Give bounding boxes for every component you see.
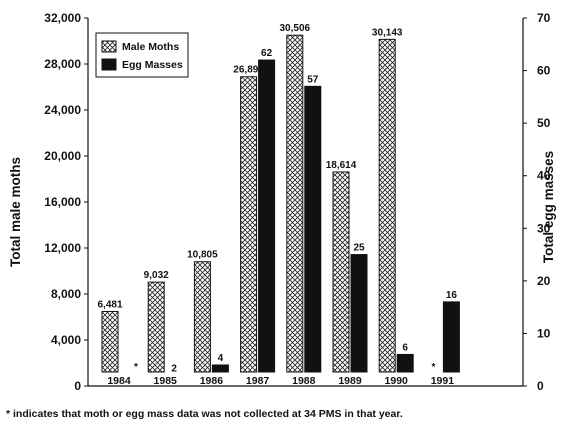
male-moths-bar [193,261,211,373]
male-moths-bar [240,76,258,373]
male-moths-missing-marker: * [431,362,435,373]
left-tick-label: 24,000 [44,103,81,117]
left-tick-label: 4,000 [51,333,81,347]
egg-masses-value-label: 2 [171,363,177,374]
bars [101,34,460,373]
x-tick-label: 1986 [200,375,224,387]
male-moths-bar [378,38,396,373]
x-tick-label: 1987 [246,375,270,387]
right-tick-label: 0 [537,379,544,393]
right-tick-label: 60 [537,64,551,78]
egg-masses-missing-marker: * [134,362,138,373]
left-tick-label: 0 [74,379,81,393]
egg-masses-value-label: 4 [218,353,224,364]
egg-masses-value-label: 62 [261,48,273,59]
left-axis-title: Total male moths [8,157,23,267]
footnote: * indicates that moth or egg mass data w… [6,408,403,420]
left-tick-label: 28,000 [44,57,81,71]
male-moths-value-label: 30,506 [280,23,311,34]
right-axis-title: Total egg masses [541,151,556,263]
egg-masses-bar [211,364,229,373]
left-tick-label: 8,000 [51,287,81,301]
male-moths-value-label: 6,481 [97,299,122,310]
left-tick-label: 16,000 [44,195,81,209]
x-tick-label: 1984 [107,375,131,387]
male-moths-bar [101,310,119,373]
x-tick-label: 1990 [385,375,409,387]
male-moths-value-label: 18,614 [326,160,357,171]
right-tick-label: 10 [537,326,551,340]
data-labels: 6,481 * 9,032 2 10,805 4 26,892 62 30,506 57 18,61… [97,23,457,374]
legend-label-egg-masses: Egg Masses [122,59,183,71]
right-tick-label: 30 [537,221,551,235]
x-tick-label: 1988 [292,375,316,387]
right-tick-label: 50 [537,116,551,130]
male-moths-value-label: 26,892 [233,65,264,76]
right-tick-label: 70 [537,11,551,25]
male-moths-value-label: 30,143 [372,27,403,38]
male-moths-bar [147,281,165,373]
male-moths-value-label: 9,032 [144,270,169,281]
egg-masses-value-label: 25 [353,243,365,254]
egg-masses-bar [304,85,322,373]
legend-label-male-moths: Male Moths [122,41,179,53]
egg-masses-bar [396,353,414,373]
right-tick-label: 20 [537,274,551,288]
x-tick-label: 1985 [154,375,178,387]
male-moths-bar [286,34,304,373]
legend: Male Moths Egg Masses [95,32,189,78]
egg-masses-bar [258,59,276,373]
egg-masses-bar [350,254,368,373]
x-tick-label: 1991 [431,375,455,387]
legend-swatch-egg-masses [101,58,117,71]
left-tick-label: 20,000 [44,149,81,163]
left-tick-label: 12,000 [44,241,81,255]
male-moths-value-label: 10,805 [187,250,218,261]
right-tick-label: 40 [537,169,551,183]
egg-masses-value-label: 16 [446,290,458,301]
egg-masses-value-label: 57 [307,74,319,85]
legend-swatch-male-moths [101,40,117,53]
egg-masses-value-label: 6 [402,342,408,353]
male-moths-bar [332,171,350,373]
axes: 0 4,000 8,000 12,000 16,000 20,000 24,000 28,00… [8,11,556,393]
egg-masses-bar [442,301,460,373]
x-tick-label: 1989 [338,375,362,387]
left-tick-label: 32,000 [44,11,81,25]
